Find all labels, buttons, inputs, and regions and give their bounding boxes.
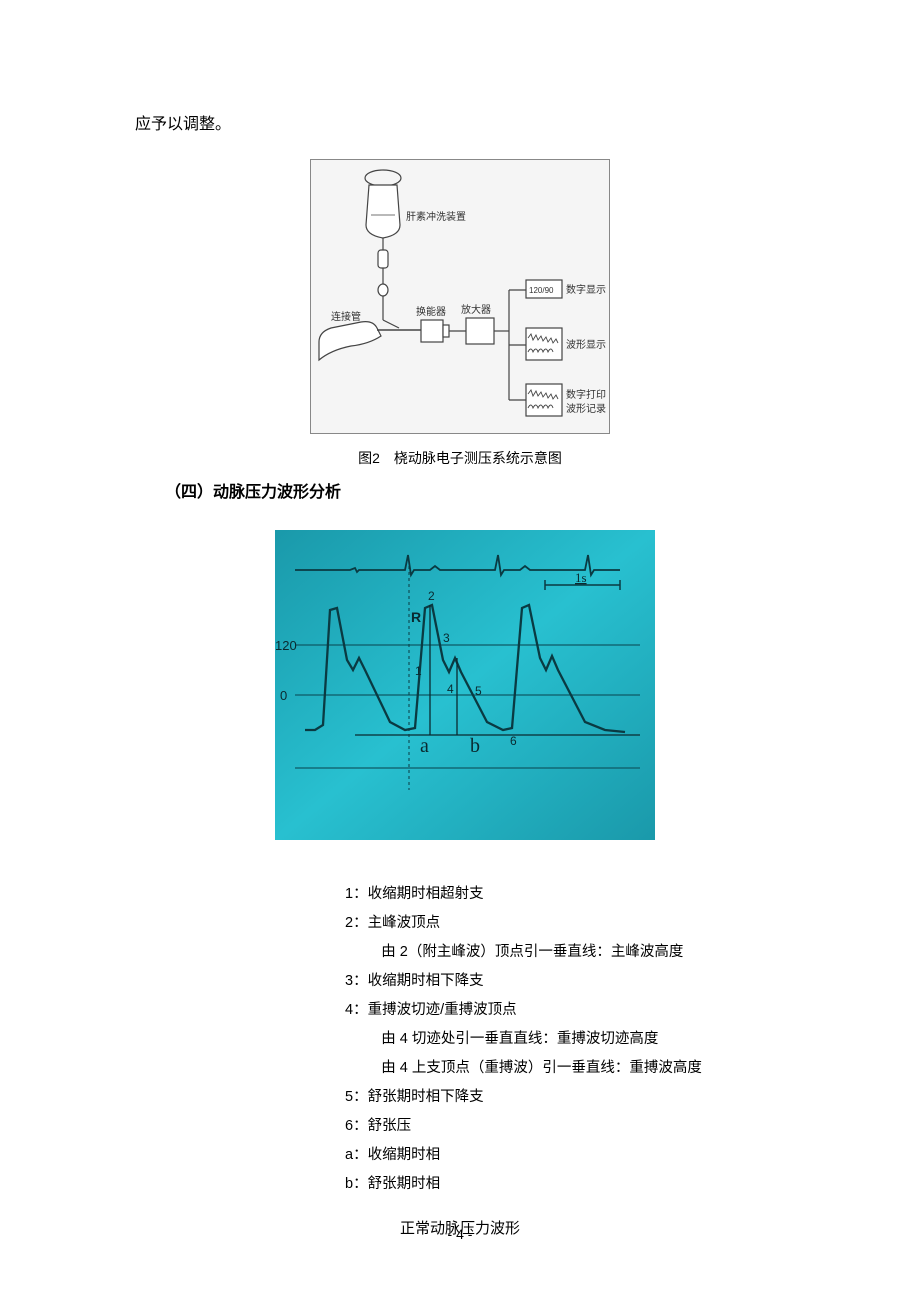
figure2-container: 1s 120 0 R 2 1 3 4 5 6 a b [135,530,785,845]
ann-2: 2：主峰波顶点 [345,909,785,938]
fig2-mark-a: a [420,735,429,757]
fig1-label-waveform: 波形显示 [566,338,606,351]
fig1-label-print2: 波形记录 [566,402,606,415]
fig2-mark-b: b [470,735,480,757]
fig1-label-amplifier: 放大器 [461,303,491,316]
ann-5: 5：舒张期时相下降支 [345,1083,785,1112]
fig2-mark-6: 6 [510,734,517,748]
ann-3: 3：收缩期时相下降支 [345,967,785,996]
section-heading: （四）动脉压力波形分析 [135,478,785,502]
fig2-ylabel-0: 0 [280,688,287,703]
ann-b: b：舒张期时相 [345,1170,785,1199]
fig2-ylabel-120: 120 [275,638,297,653]
fig1-label-tube: 连接管 [331,310,361,323]
figure1-caption: 图2 桡动脉电子测压系统示意图 [135,448,785,468]
fig2-mark-2: 2 [428,589,435,603]
ann-4c: 由 4 上支顶点（重搏波）引一垂直线：重搏波高度 [345,1054,785,1083]
ann-2b: 由 2（附主峰波）顶点引一垂直线：主峰波高度 [345,938,785,967]
fig1-label-transducer: 换能器 [416,305,446,318]
ann-6: 6：舒张压 [345,1112,785,1141]
page-number: - 4 - [0,1226,920,1242]
annotations-list: 1：收缩期时相超射支 2：主峰波顶点 由 2（附主峰波）顶点引一垂直线：主峰波高… [345,880,785,1199]
fig2-mark-3: 3 [443,631,450,645]
fig1-label-flush: 肝素冲洗装置 [406,210,466,223]
figure1-container: 肝素冲洗装置 连接管 换能器 放大器 120/90 数字显示 [135,159,785,468]
fig2-time-label: 1s [575,570,587,585]
ann-4: 4：重搏波切迹/重搏波顶点 [345,996,785,1025]
top-text: 应予以调整。 [135,110,785,134]
fig2-mark-4: 4 [447,682,454,696]
ann-1: 1：收缩期时相超射支 [345,880,785,909]
figure1-diagram: 肝素冲洗装置 连接管 换能器 放大器 120/90 数字显示 [310,159,610,434]
fig1-label-print1: 数字打印 [566,388,606,401]
fig2-mark-1: 1 [415,664,422,678]
figure2-waveform: 1s 120 0 R 2 1 3 4 5 6 a b [275,530,655,840]
fig2-mark-R: R [411,609,421,625]
ann-4b: 由 4 切迹处引一垂直直线：重搏波切迹高度 [345,1025,785,1054]
ann-a: a：收缩期时相 [345,1141,785,1170]
fig1-digital-value: 120/90 [529,286,554,295]
fig2-mark-5: 5 [475,684,482,698]
fig1-label-digital: 数字显示 [566,283,606,296]
